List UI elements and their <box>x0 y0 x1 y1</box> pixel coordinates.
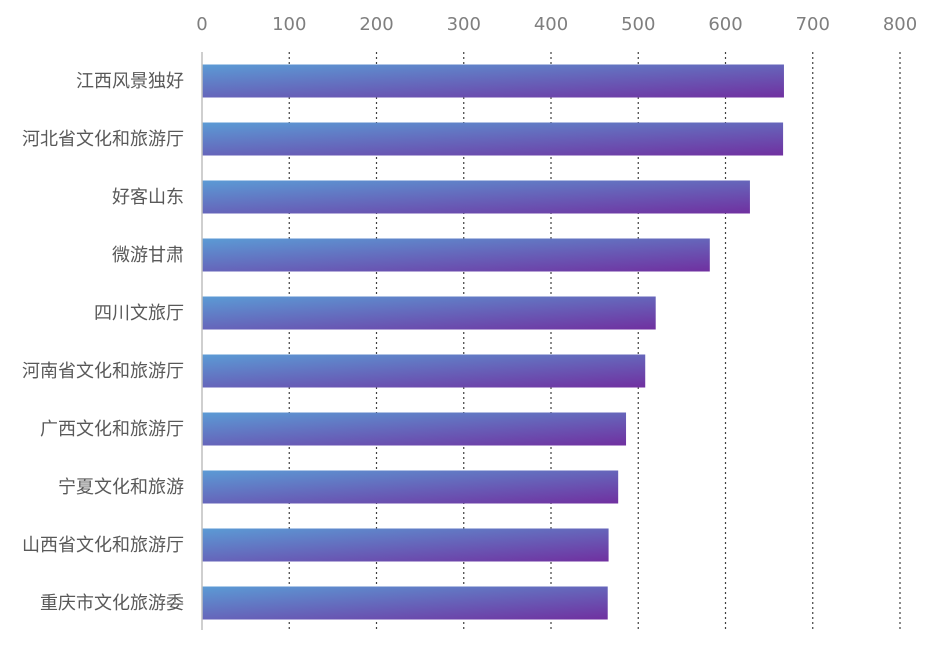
category-label: 河北省文化和旅游厅 <box>22 129 184 150</box>
category-label: 广西文化和旅游厅 <box>40 419 184 440</box>
x-tick-label: 400 <box>534 14 568 35</box>
x-tick-label: 800 <box>883 14 917 35</box>
category-label: 河南省文化和旅游厅 <box>22 361 184 382</box>
bar <box>202 354 646 388</box>
bar <box>202 470 619 504</box>
bar <box>202 180 750 214</box>
bar <box>202 412 627 446</box>
x-tick-label: 500 <box>621 14 655 35</box>
axes: 0 100 200 300 400 500 600 700 800 江西风景独好河北省文化和旅游厅… <box>22 14 917 630</box>
x-tick-label: 200 <box>359 14 393 35</box>
category-label: 重庆市文化旅游委 <box>40 593 184 614</box>
category-label: 好客山东 <box>112 187 184 208</box>
x-tick-label: 0 <box>196 14 207 35</box>
bar <box>202 586 608 620</box>
x-tick-label: 300 <box>447 14 481 35</box>
category-label: 江西风景独好 <box>76 71 184 92</box>
x-tick-label: 100 <box>272 14 306 35</box>
bars <box>202 64 784 620</box>
category-label: 微游甘肃 <box>112 245 184 266</box>
category-label: 山西省文化和旅游厅 <box>22 535 184 556</box>
x-tick-label: 700 <box>796 14 830 35</box>
bar <box>202 122 784 156</box>
bar <box>202 528 609 562</box>
category-label: 四川文旅厅 <box>94 303 184 324</box>
x-tick-label: 600 <box>708 14 742 35</box>
bar <box>202 296 656 330</box>
category-label: 宁夏文化和旅游 <box>58 477 184 498</box>
bar <box>202 64 784 98</box>
bar <box>202 238 710 272</box>
